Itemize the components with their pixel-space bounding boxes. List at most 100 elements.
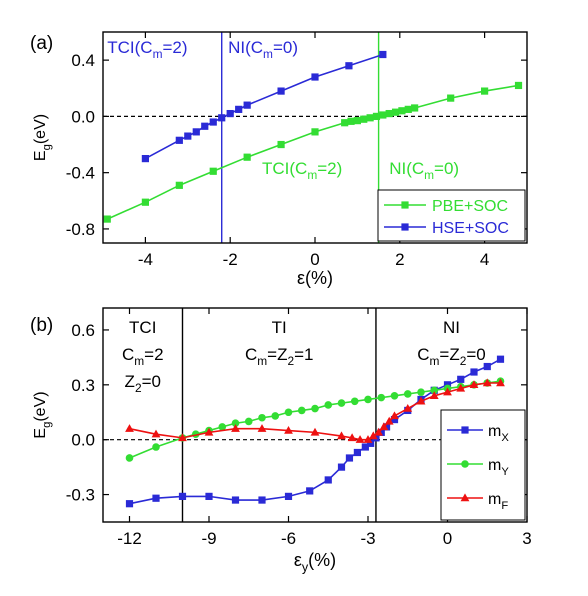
data-point [379, 422, 389, 431]
x-tick-label: -9 [201, 529, 216, 548]
y-tick-label: 0.6 [71, 321, 95, 340]
data-point [125, 454, 134, 462]
x-tick-label: 0 [310, 250, 319, 269]
phase-annotation: TCI(Cm=2) [107, 38, 187, 61]
data-point [404, 105, 412, 113]
data-point [496, 355, 505, 363]
plot-frame [102, 307, 528, 523]
data-point [141, 198, 149, 206]
data-point [481, 87, 489, 95]
data-point [391, 108, 400, 116]
region-annotation: Cm=Z2=0 [417, 345, 486, 368]
data-point [456, 383, 466, 392]
data-point [243, 101, 251, 109]
region-annotation: Cm=Z2=1 [245, 345, 314, 368]
x-tick-label: 3 [522, 529, 531, 548]
data-point [341, 119, 349, 127]
data-point [366, 114, 374, 122]
data-point [382, 423, 391, 431]
data-point [218, 114, 226, 122]
data-point [398, 107, 406, 115]
data-point [231, 424, 240, 432]
data-point [311, 73, 319, 81]
data-point [209, 118, 217, 126]
data-point [353, 448, 361, 457]
data-point [411, 104, 419, 112]
data-point [353, 117, 361, 125]
data-point [447, 94, 455, 102]
data-point [141, 155, 149, 163]
x-tick-label: -6 [281, 529, 296, 548]
data-point [377, 393, 386, 402]
data-point [209, 167, 217, 175]
data-point [379, 50, 387, 59]
legend-marker [460, 493, 470, 502]
x-tick-label: 2 [395, 250, 404, 269]
data-point [218, 423, 227, 431]
data-point [204, 427, 214, 436]
x-axis-label: ε(%) [297, 268, 333, 288]
panel-b: -12 -9 -6 -3 0 3 -0.3 0.0 0.3 0.6 (b) Eg(eV) εy(%) TC… [30, 307, 532, 574]
data-point [482, 378, 492, 387]
data-point [384, 416, 394, 425]
legend-label: mX [488, 423, 509, 444]
data-point [364, 395, 372, 404]
data-point [226, 109, 234, 118]
data-point [178, 492, 187, 500]
x-tick-label: 4 [480, 250, 489, 269]
data-point [337, 431, 346, 440]
legend-label: PBE+SOC [432, 198, 508, 215]
data-point [205, 492, 213, 500]
data-point [443, 387, 452, 396]
data-point [152, 443, 160, 451]
x-tick-label: -2 [223, 250, 238, 269]
data-point [345, 62, 353, 70]
data-point [311, 404, 319, 413]
data-point [178, 433, 187, 442]
data-point [337, 399, 346, 407]
legend: mX mY mF [440, 409, 526, 521]
x-tick-label: -4 [138, 250, 153, 269]
data-point [257, 424, 267, 432]
data-point [258, 496, 266, 504]
data-point [514, 81, 523, 90]
y-axis-label-text: Eg(eV) [32, 114, 53, 161]
y-axis-label: Eg(eV) [32, 114, 53, 161]
data-point [390, 415, 399, 424]
y-tick-label: -0.3 [66, 486, 95, 505]
data-point [284, 492, 293, 500]
legend-marker [461, 426, 469, 434]
data-point [347, 117, 355, 125]
data-point [235, 105, 243, 113]
region-annotation: Z2=0 [125, 372, 161, 395]
legend-label: HSE+SOC [432, 220, 509, 237]
y-tick-label: 0.0 [71, 107, 95, 126]
phase-annotation: NI(Cm=0) [389, 159, 459, 182]
region-annotation: TCI [129, 318, 156, 337]
data-point [403, 403, 413, 412]
data-point [496, 378, 505, 387]
data-point [416, 396, 426, 405]
region-annotation: Cm=2 [122, 345, 164, 368]
data-point [243, 153, 251, 161]
y-axis-label: Eg(eV) [32, 391, 53, 438]
data-point [347, 433, 357, 442]
data-point [483, 362, 491, 371]
data-point [297, 406, 306, 415]
data-point [103, 215, 111, 223]
legend-label: mF [488, 491, 508, 512]
x-tick-label: -3 [360, 529, 375, 548]
panel-a: -4 -2 0 2 4 -0.8 -0.4 0.0 0.4 (a) Eg(eV) ε(%) TCI(Cm… [30, 31, 528, 288]
data-point [175, 181, 183, 189]
data-point [350, 397, 359, 406]
data-point [345, 454, 354, 462]
y-tick-label: 0.0 [71, 431, 95, 450]
data-point [385, 109, 393, 118]
data-point [372, 112, 381, 120]
region-annotation: TI [272, 318, 287, 337]
data-point [363, 435, 373, 443]
data-point [470, 368, 478, 376]
data-point [201, 122, 209, 130]
data-point [368, 431, 378, 440]
data-point [284, 408, 293, 417]
